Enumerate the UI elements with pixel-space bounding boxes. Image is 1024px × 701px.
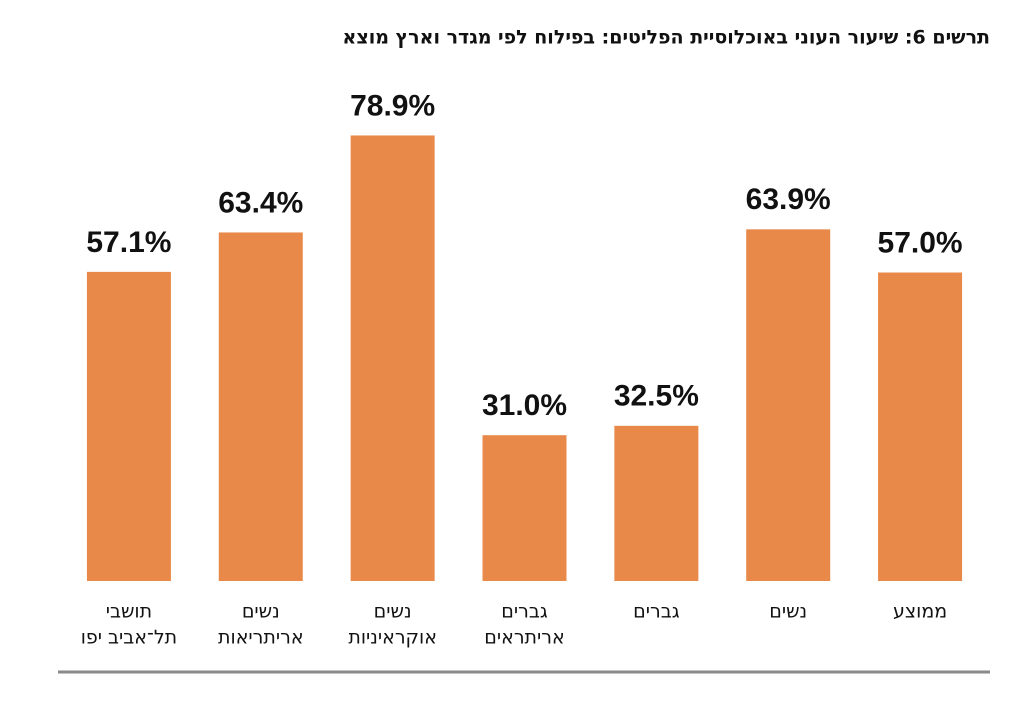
bar <box>350 135 435 581</box>
x-tick-label: נשים <box>242 601 280 623</box>
value-label: 63.4% <box>218 186 303 219</box>
bar <box>218 232 303 581</box>
x-tick-label: אריתריאות <box>218 627 304 649</box>
x-tick-label: ממוצע <box>893 601 947 623</box>
value-label: 32.5% <box>614 380 699 413</box>
bar <box>746 229 831 581</box>
value-label: 78.9% <box>350 89 435 122</box>
bar <box>482 435 567 581</box>
bar <box>86 271 171 581</box>
value-label: 57.1% <box>86 226 171 259</box>
chart-title: תרשים 6: שיעור העוני באוכלוסיית הפליטים:… <box>343 27 991 49</box>
x-tick-label: אוקראיניות <box>348 627 437 649</box>
bar <box>878 272 963 581</box>
x-tick-label: אריתראים <box>484 627 564 649</box>
value-label: 31.0% <box>482 389 567 422</box>
value-label: 57.0% <box>878 226 963 259</box>
x-tick-label: תושבי <box>106 601 152 623</box>
x-tick-label: תל־אביב יפו <box>81 627 177 649</box>
x-tick-label: גברים <box>633 601 680 623</box>
bar <box>614 425 699 581</box>
x-tick-label: גברים <box>501 601 548 623</box>
value-label: 63.9% <box>746 183 831 216</box>
x-tick-label: נשים <box>769 601 807 623</box>
x-tick-label: נשים <box>374 601 412 623</box>
